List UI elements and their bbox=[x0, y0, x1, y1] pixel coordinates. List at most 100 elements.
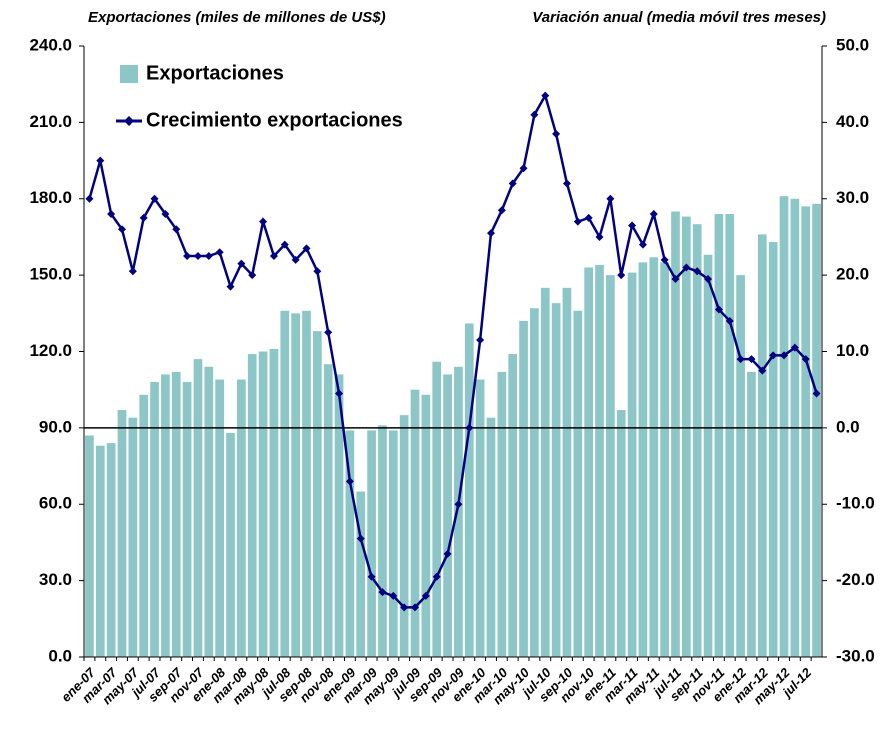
bar bbox=[323, 364, 333, 657]
marker bbox=[193, 252, 202, 261]
y2-tick-label: 20.0 bbox=[836, 265, 869, 284]
y-tick-label: 120.0 bbox=[29, 341, 72, 360]
marker bbox=[584, 213, 593, 222]
y2-tick-label: 30.0 bbox=[836, 188, 869, 207]
y-tick-label: 90.0 bbox=[39, 417, 72, 436]
bar bbox=[302, 310, 311, 657]
bar bbox=[757, 234, 767, 657]
bar bbox=[454, 366, 463, 657]
bar bbox=[204, 366, 214, 657]
bar bbox=[95, 445, 105, 657]
marker bbox=[508, 179, 517, 188]
bar bbox=[171, 371, 181, 657]
marker bbox=[128, 267, 137, 276]
bar bbox=[443, 374, 452, 657]
bar bbox=[692, 224, 702, 658]
marker bbox=[367, 572, 376, 581]
marker bbox=[704, 274, 713, 283]
marker bbox=[780, 351, 789, 360]
y-tick-label: 210.0 bbox=[29, 112, 72, 131]
bar bbox=[139, 394, 149, 657]
marker bbox=[335, 389, 344, 398]
marker bbox=[400, 603, 409, 612]
bar bbox=[584, 267, 594, 657]
marker bbox=[552, 129, 561, 138]
marker bbox=[595, 232, 604, 241]
marker bbox=[758, 366, 767, 375]
marker bbox=[530, 110, 539, 119]
marker bbox=[183, 252, 192, 261]
marker bbox=[649, 210, 658, 219]
marker bbox=[215, 248, 224, 257]
bar bbox=[345, 430, 355, 657]
marker bbox=[259, 217, 268, 226]
bar bbox=[595, 264, 604, 657]
marker bbox=[725, 316, 734, 325]
marker bbox=[671, 274, 680, 283]
marker bbox=[389, 591, 398, 600]
bar bbox=[367, 430, 376, 657]
marker bbox=[660, 255, 669, 264]
bar bbox=[280, 310, 290, 657]
bar bbox=[486, 417, 496, 657]
marker bbox=[432, 572, 441, 581]
marker bbox=[269, 252, 278, 261]
marker bbox=[638, 240, 647, 249]
bar bbox=[421, 394, 431, 657]
legend-swatch bbox=[120, 65, 138, 83]
bar bbox=[638, 262, 648, 657]
y-tick-label: 150.0 bbox=[29, 265, 72, 284]
marker bbox=[562, 179, 571, 188]
bar bbox=[540, 287, 550, 657]
bar bbox=[464, 323, 474, 657]
marker bbox=[714, 305, 723, 314]
bar bbox=[649, 257, 659, 657]
bar bbox=[475, 379, 485, 657]
marker bbox=[237, 259, 246, 268]
bar bbox=[356, 491, 366, 657]
bar bbox=[736, 275, 745, 657]
y-axis-title: Exportaciones (miles de millones de US$) bbox=[88, 9, 386, 26]
y-tick-label: 60.0 bbox=[39, 494, 72, 513]
bar bbox=[779, 196, 789, 657]
legend-label: Exportaciones bbox=[146, 62, 284, 84]
marker bbox=[150, 194, 159, 203]
bar bbox=[530, 308, 539, 657]
marker bbox=[443, 549, 452, 558]
marker bbox=[291, 255, 300, 264]
marker bbox=[497, 206, 506, 215]
bar bbox=[388, 430, 398, 657]
bar bbox=[378, 425, 387, 657]
bar bbox=[671, 211, 680, 657]
bar bbox=[334, 374, 344, 657]
y2-tick-label: 50.0 bbox=[836, 35, 869, 54]
y-tick-label: 30.0 bbox=[39, 570, 72, 589]
bar bbox=[85, 435, 94, 657]
marker bbox=[747, 355, 756, 364]
marker bbox=[606, 194, 615, 203]
bar bbox=[801, 206, 811, 657]
bar bbox=[627, 272, 637, 657]
marker bbox=[573, 217, 582, 226]
marker bbox=[313, 267, 322, 276]
bar bbox=[747, 371, 756, 657]
bar bbox=[508, 354, 518, 657]
bar bbox=[226, 432, 235, 657]
marker bbox=[411, 603, 420, 612]
marker bbox=[96, 156, 105, 165]
marker bbox=[117, 225, 126, 234]
bar bbox=[215, 379, 225, 657]
y2-axis-title: Variación anual (media móvil tres meses) bbox=[532, 9, 826, 26]
bar bbox=[128, 417, 138, 657]
bar bbox=[193, 359, 203, 657]
marker bbox=[812, 389, 821, 398]
marker bbox=[161, 210, 170, 219]
marker bbox=[519, 164, 528, 173]
bar bbox=[150, 382, 159, 657]
bar bbox=[432, 361, 442, 657]
marker bbox=[85, 194, 94, 203]
marker bbox=[790, 343, 799, 352]
bar bbox=[291, 313, 300, 657]
bar bbox=[237, 379, 246, 657]
